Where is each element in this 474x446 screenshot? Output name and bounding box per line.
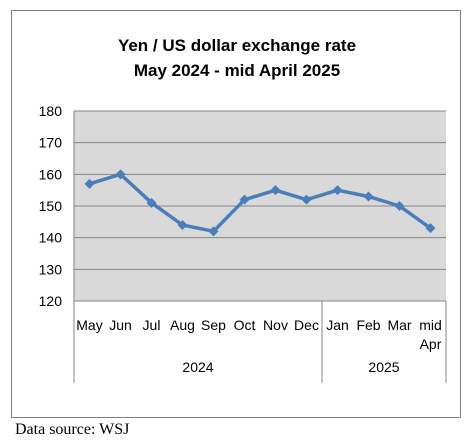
data-point-marker <box>332 185 343 196</box>
data-point-marker <box>301 194 312 205</box>
x-category-label: Jan <box>326 317 349 333</box>
data-point-marker <box>394 201 405 211</box>
data-point-marker <box>84 178 95 189</box>
x-category-label: Feb <box>356 317 380 333</box>
x-category-label: Jun <box>109 317 132 333</box>
y-tick-label: 150 <box>39 198 63 214</box>
exchange-rate-chart: Yen / US dollar exchange rate May 2024 -… <box>39 36 447 383</box>
x-category-label: Aug <box>170 317 195 333</box>
x-category-label: Mar <box>387 317 411 333</box>
y-tick-label: 120 <box>39 293 63 309</box>
x-category-label: Jul <box>143 317 161 333</box>
x-category-label: Oct <box>234 317 256 333</box>
x-category-label: Nov <box>263 317 288 333</box>
y-tick-label: 140 <box>39 230 63 246</box>
chart-frame: Yen / US dollar exchange rate May 2024 -… <box>11 10 461 418</box>
data-point-marker <box>270 185 281 196</box>
data-point-marker <box>363 191 374 202</box>
plot-area: 120 130 140 150 160 170 180 May Jun Jul Aug Sep Oct N… <box>39 103 447 383</box>
data-point-marker <box>425 223 436 234</box>
x-category-label: May <box>76 317 102 333</box>
y-tick-label: 180 <box>39 103 63 119</box>
x-category-label: Apr <box>420 336 442 352</box>
data-point-marker <box>146 197 157 208</box>
data-point-marker <box>177 220 188 230</box>
x-category-label: Sep <box>201 317 226 333</box>
y-tick-label: 160 <box>39 166 63 182</box>
data-point-marker <box>208 226 219 237</box>
data-point-marker <box>239 194 250 205</box>
data-source-note: Data source: WSJ <box>15 421 130 438</box>
y-tick-label: 130 <box>39 261 63 277</box>
chart-title-line-2: May 2024 - mid April 2025 <box>134 61 340 80</box>
chart-title-line-1: Yen / US dollar exchange rate <box>118 36 356 55</box>
y-tick-label: 170 <box>39 135 63 151</box>
data-point-marker <box>115 169 126 180</box>
series-line <box>88 172 432 234</box>
x-category-label: mid <box>419 317 442 333</box>
year-group-label: 2024 <box>182 359 213 375</box>
year-group-label: 2025 <box>368 359 399 375</box>
x-category-label: Dec <box>294 317 319 333</box>
